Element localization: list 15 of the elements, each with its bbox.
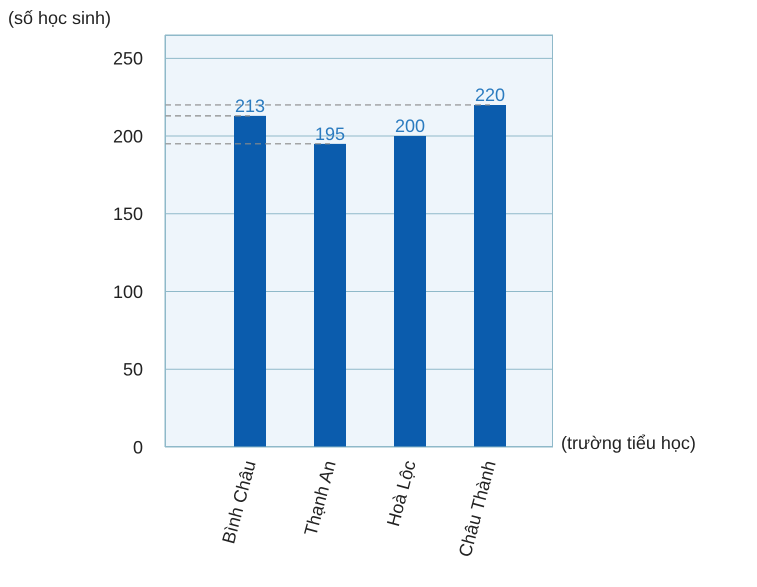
y-tick-label: 0 — [132, 437, 143, 458]
x-tick-label: Thạnh An — [300, 458, 340, 538]
data-label: 200 — [394, 116, 426, 136]
data-label: 195 — [314, 124, 346, 144]
y-tick-label: 250 — [112, 48, 143, 69]
y-tick-label: 50 — [122, 360, 143, 380]
x-tick-label: Bình Châu — [218, 458, 260, 546]
y-tick-label: 150 — [112, 204, 143, 224]
x-axis-title: (trường tiểu học) — [561, 433, 696, 454]
y-tick-label: 100 — [112, 282, 143, 302]
x-tick-label: Châu Thành — [454, 458, 500, 559]
y-tick-label: 200 — [112, 126, 143, 146]
data-label: 220 — [474, 84, 506, 105]
x-tick-label: Hoà Lộc — [382, 458, 420, 528]
y-axis-title: (số học sinh) — [8, 8, 112, 29]
